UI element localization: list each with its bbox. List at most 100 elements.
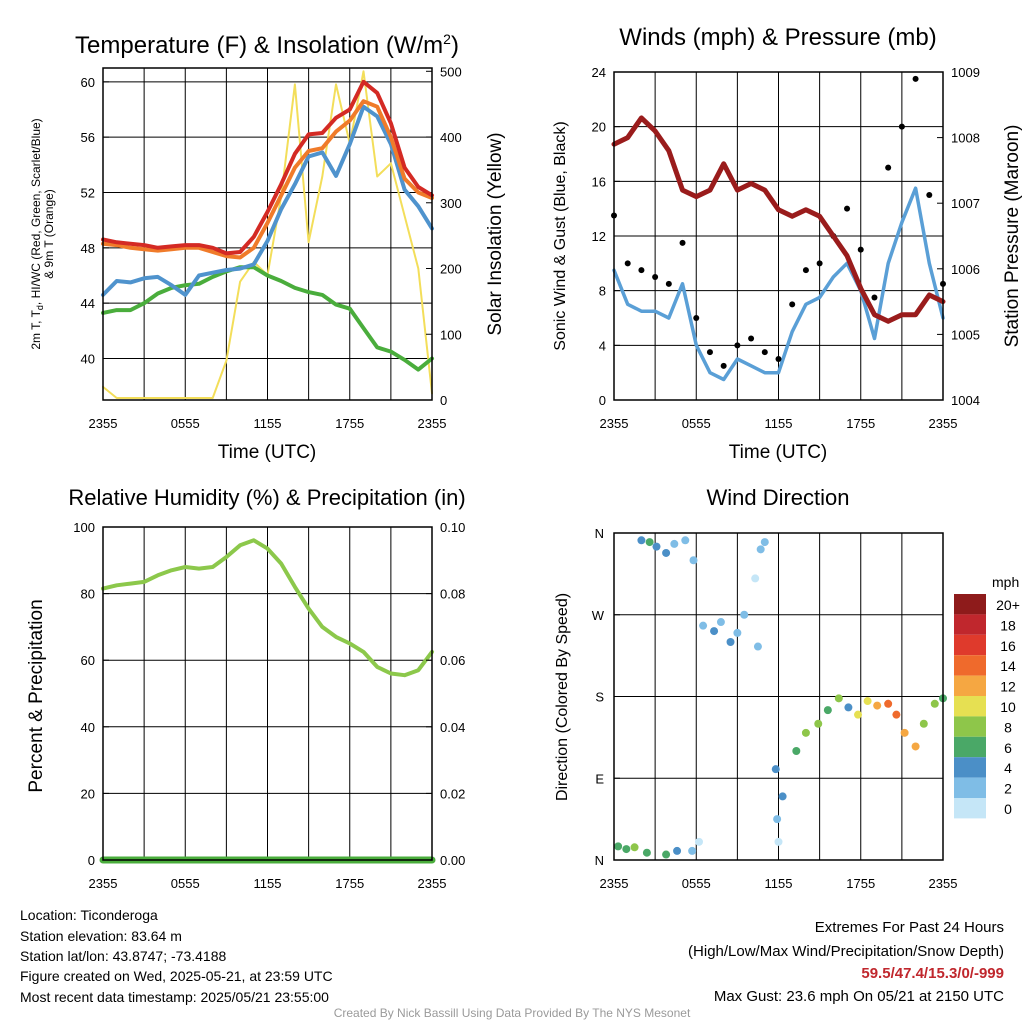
direction-point	[716, 618, 725, 627]
direction-point	[884, 699, 893, 708]
direction-point	[823, 706, 832, 715]
direction-point	[892, 710, 901, 719]
footer-recent-timestamp: Most recent data timestamp: 2025/05/21 2…	[20, 989, 329, 1005]
gust-point	[624, 260, 631, 267]
legend-swatch	[954, 696, 986, 717]
humidity-panel: Relative Humidity (%) & Precipitation (i…	[26, 485, 466, 891]
temperature-line	[101, 104, 434, 297]
tick-label: 60	[81, 75, 95, 90]
tick-label: 24	[592, 65, 606, 80]
direction-point	[753, 642, 762, 651]
legend-swatch	[954, 798, 986, 819]
tick-label: 400	[440, 130, 462, 145]
pressure-line	[611, 115, 946, 324]
legend-swatch	[954, 777, 986, 798]
winds-left-ticks: 0 4 8 12 16 20 24	[592, 65, 620, 408]
legend-swatch	[954, 655, 986, 676]
gust-point	[748, 335, 755, 342]
gust-point	[652, 274, 659, 280]
gust-point	[844, 205, 851, 212]
humidity-title: Relative Humidity (%) & Precipitation (i…	[68, 485, 465, 510]
winds-ylabel: Sonic Wind & Gust (Blue, Black)	[552, 121, 569, 350]
direction-point	[778, 792, 787, 801]
direction-point	[773, 815, 782, 824]
direction-point	[844, 703, 853, 712]
tick-label: 0	[440, 393, 447, 408]
time-tick-label: 1155	[765, 416, 793, 431]
legend-swatch	[954, 757, 986, 778]
direction-point	[694, 837, 703, 846]
direction-point	[751, 574, 760, 583]
temperature-right-ticks: 0 100 200 300 400 500	[426, 64, 462, 408]
footer-elevation: Station elevation: 83.64 m	[20, 928, 182, 944]
humidity-frame	[102, 526, 433, 861]
legend-label: 2	[1004, 781, 1012, 797]
time-tick-label: 2355	[929, 876, 958, 891]
gust-point	[665, 280, 672, 287]
tick-label: 1004	[951, 393, 980, 408]
legend-label: 0	[1004, 801, 1012, 817]
winds-series	[611, 75, 946, 382]
direction-point	[630, 843, 639, 852]
extremes-values: 59.5/47.4/15.3/0/-999	[861, 965, 1004, 982]
tick-label: 100	[73, 520, 95, 535]
gust-point	[679, 239, 686, 246]
tick-label: 48	[81, 241, 95, 256]
direction-tick-label: E	[595, 771, 604, 786]
gust-point	[734, 342, 741, 349]
tick-label: 8	[599, 284, 606, 299]
time-tick-label: 0555	[171, 876, 200, 891]
direction-tick-label: S	[595, 690, 604, 705]
time-tick-label: 1155	[254, 416, 282, 431]
direction-ticks: N E S W N	[592, 526, 620, 868]
direction-title: Wind Direction	[706, 485, 849, 510]
gust-point	[802, 267, 809, 274]
direction-point	[834, 694, 843, 703]
legend-label: 20+	[996, 597, 1020, 613]
legend-label: 10	[1000, 699, 1016, 715]
footer-location: Location: Ticonderoga	[20, 907, 158, 923]
tick-label: 12	[592, 229, 606, 244]
direction-point	[733, 628, 742, 637]
footer-latlon: Station lat/lon: 43.8747; -73.4188	[20, 948, 227, 964]
temperature-line	[101, 79, 434, 256]
direction-tick-label: N	[595, 853, 604, 868]
tick-label: 20	[81, 786, 95, 801]
tick-label: 20	[592, 120, 606, 135]
pressure-ylabel: Station Pressure (Maroon)	[1002, 125, 1023, 348]
direction-point	[863, 697, 872, 706]
gust-point	[926, 192, 933, 198]
direction-point	[662, 548, 671, 557]
time-tick-label: 2355	[418, 416, 447, 431]
legend-label: 8	[1004, 719, 1012, 735]
gust-point	[857, 246, 864, 253]
winds-grid	[614, 72, 943, 400]
winds-time-ticks: 2355 0555 1155 1755 2355	[600, 416, 958, 431]
direction-point	[670, 539, 679, 548]
winds-panel: Winds (mph) & Pressure (mb) 04812162024 …	[552, 24, 1023, 463]
gust-point	[720, 362, 727, 369]
direction-point	[792, 747, 801, 755]
tick-label: 500	[440, 64, 462, 79]
gust-point	[816, 260, 823, 267]
tick-label: 16	[592, 174, 606, 189]
tick-label: 60	[81, 653, 95, 668]
tick-label: 0.08	[440, 587, 465, 602]
tick-label: 52	[81, 186, 95, 201]
time-tick-label: 1755	[335, 876, 364, 891]
direction-ylabel: Direction (Colored By Speed)	[554, 593, 571, 801]
tick-label: 56	[81, 130, 95, 145]
time-tick-label: 1155	[765, 876, 793, 891]
temperature-line	[101, 265, 434, 372]
humidity-ylabel: Percent & Precipitation	[26, 599, 47, 792]
time-tick-label: 0555	[171, 416, 200, 431]
direction-point	[760, 538, 769, 547]
gust-point	[912, 75, 919, 82]
direction-point	[681, 536, 690, 545]
gust-point	[898, 123, 905, 130]
time-tick-label: 2355	[89, 416, 118, 431]
time-tick-label: 2355	[929, 416, 958, 431]
direction-point	[710, 627, 719, 636]
direction-tick-label: N	[595, 526, 604, 541]
temperature-ylabel-line2: & 9m T (Orange)	[42, 189, 56, 279]
